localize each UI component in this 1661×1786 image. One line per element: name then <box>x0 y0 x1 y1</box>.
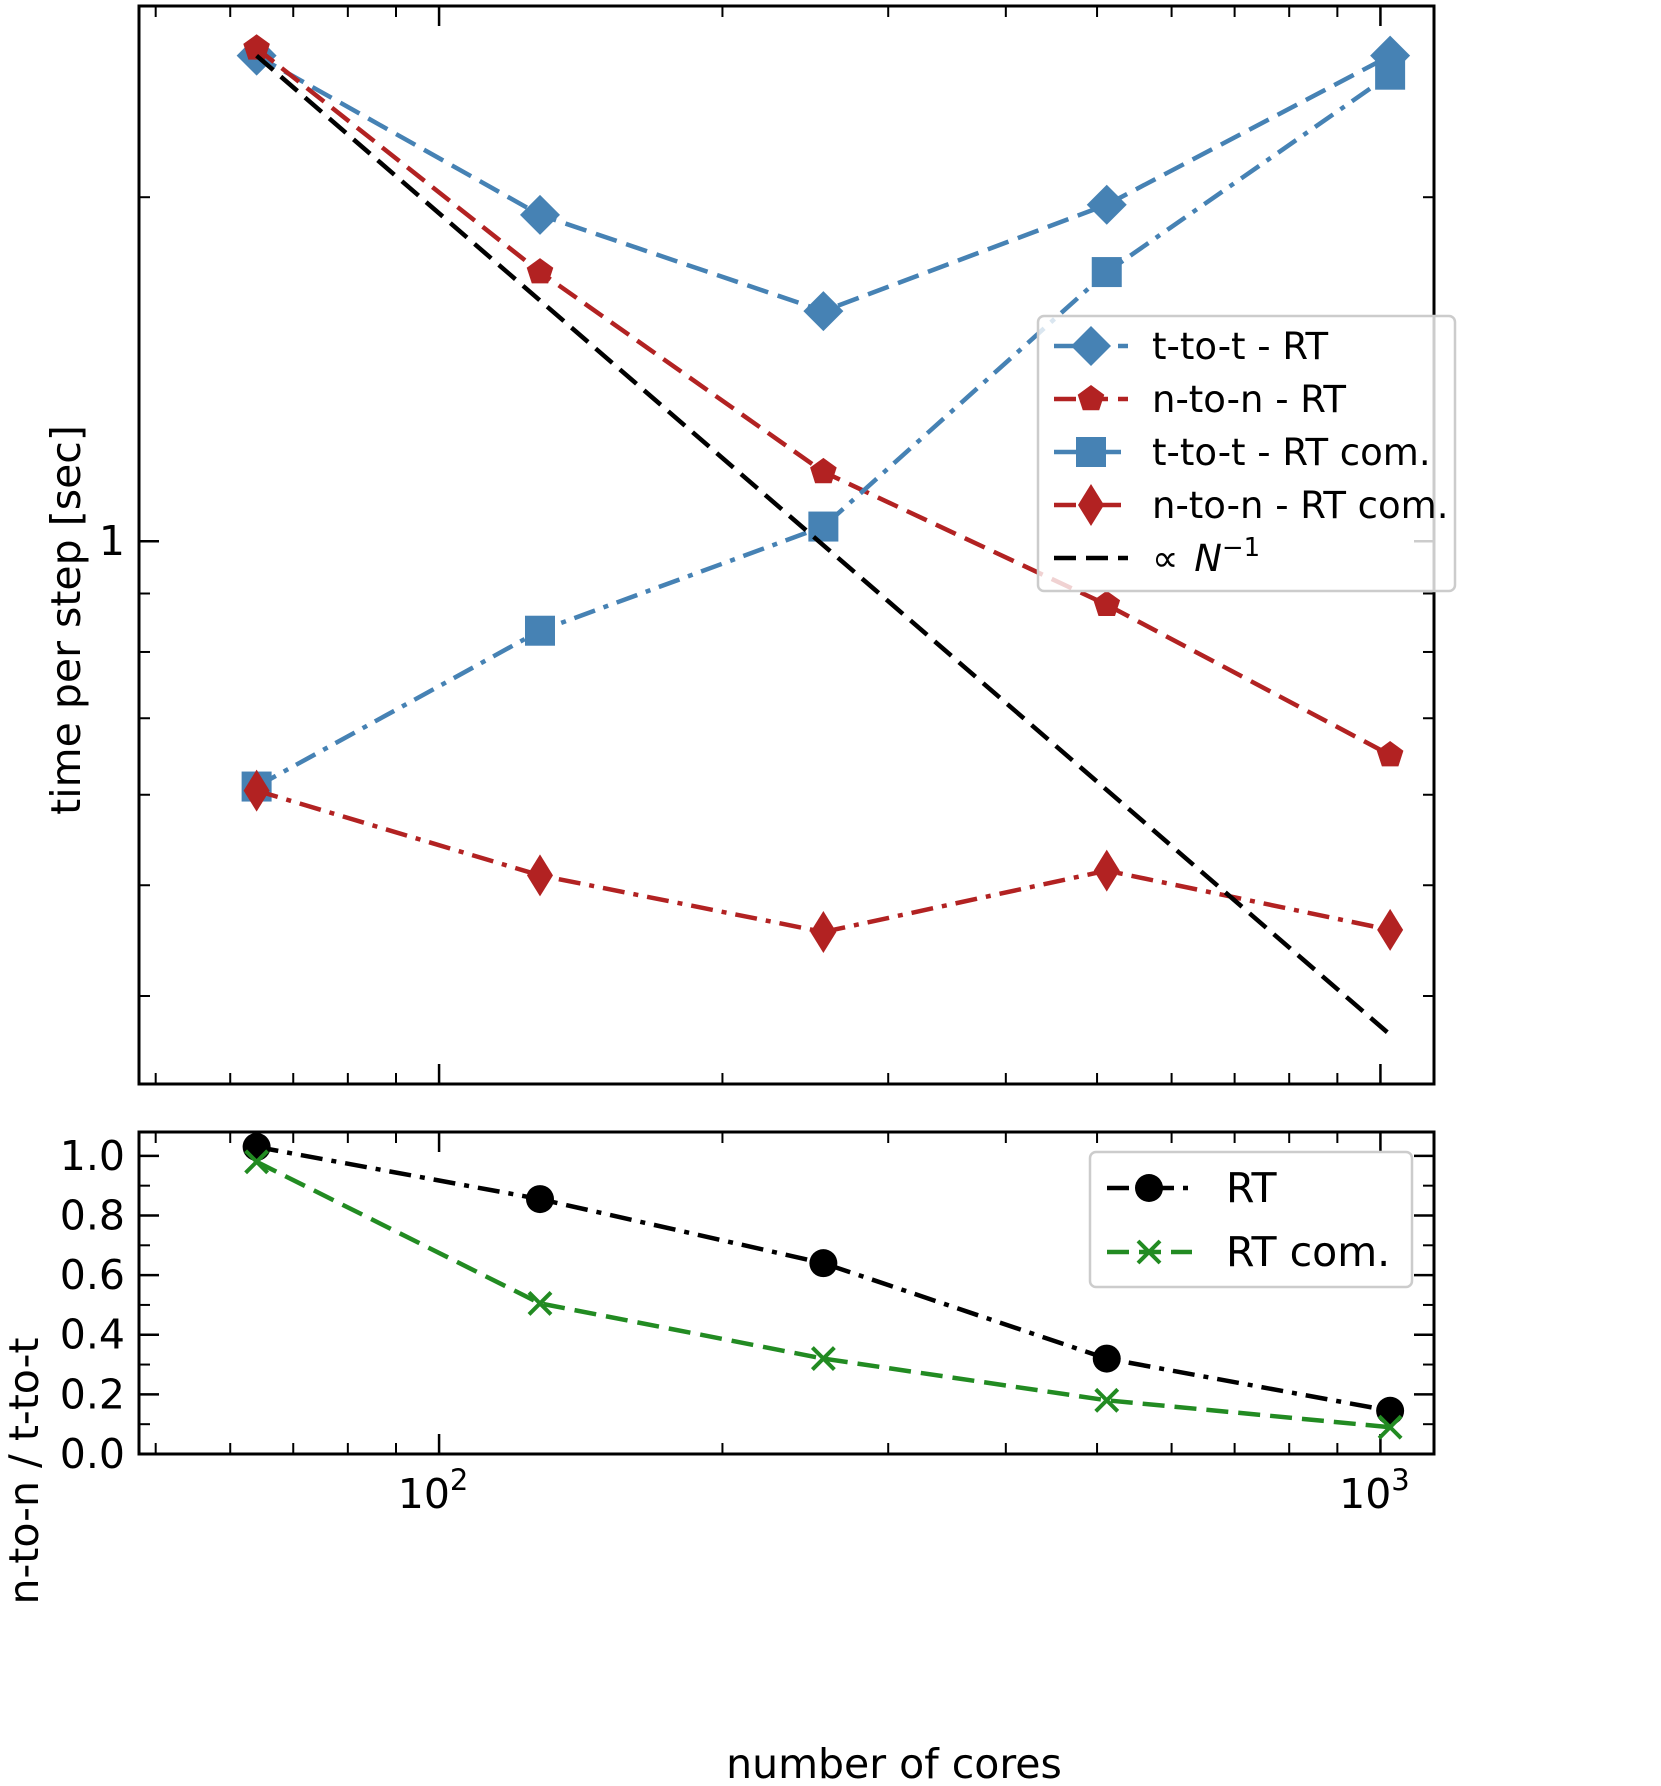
bottom-x-tick-label: 102 <box>398 1463 469 1518</box>
bottom-y-tick-label: 0.8 <box>60 1191 125 1239</box>
bottom-series-line-rt-com <box>255 1159 1391 1430</box>
bottom-data-point-rt <box>1376 1396 1405 1425</box>
top-legend-marker <box>1077 385 1105 411</box>
top-data-point-n-to-n-rt <box>243 34 270 60</box>
bottom-x-tick-base: 10 <box>398 1470 450 1518</box>
legend-prefix: ∝ <box>1152 537 1190 580</box>
bottom-legend-label: RT <box>1226 1164 1278 1212</box>
bottom-data-point-rt <box>1092 1344 1121 1373</box>
top-data-point-n-to-n-rt <box>1376 741 1404 767</box>
legend-var: N <box>1194 537 1222 580</box>
bottom-x-tick-base: 10 <box>1339 1470 1391 1518</box>
bottom-legend-marker <box>1136 1239 1162 1265</box>
top-data-point-t-to-t-rt <box>803 291 844 332</box>
bottom-y-tick-label: 0.4 <box>60 1311 125 1359</box>
bottom-x-ticks <box>154 1132 1382 1454</box>
top-data-point-n-to-n-rt-com <box>243 769 270 812</box>
top-series-line-t-to-t-rt <box>255 53 1392 314</box>
top-data-point-t-to-t-rt-com <box>1375 59 1406 90</box>
bottom-data-point-rt-com <box>810 1346 836 1372</box>
top-x-ticks <box>154 6 1382 1084</box>
top-legend: t-to-t - RT n-to-n - RT t-to-t - RT com. n-… <box>1036 314 1457 593</box>
bottom-y-tick-label: 0.6 <box>60 1251 125 1299</box>
top-series-line-t-to-t-rt-com <box>255 72 1392 789</box>
top-y-tick-label: 1 <box>99 517 125 565</box>
top-legend-label: t-to-t - RT <box>1152 325 1328 368</box>
bottom-data-point-rt-com <box>1094 1387 1120 1413</box>
top-y-ticks <box>139 196 1434 997</box>
top-data-point-n-to-n-rt-com <box>526 854 553 897</box>
bottom-data-point-rt-com <box>1377 1414 1403 1440</box>
top-series-line-n-to-n-rt-com <box>255 788 1391 935</box>
top-legend-label: n-to-n - RT com. <box>1152 484 1448 527</box>
top-series <box>236 34 1411 1037</box>
x-axis-label: number of cores <box>726 1740 1062 1786</box>
top-legend-marker <box>1076 437 1106 467</box>
legend-sup: −1 <box>1222 533 1260 563</box>
top-legend-label: t-to-t - RT com. <box>1152 431 1431 474</box>
bottom-y-axis-label: n-to-n / t-to-t <box>0 1337 48 1604</box>
bottom-y-tick-label: 0.0 <box>60 1430 125 1478</box>
bottom-series <box>242 1132 1405 1440</box>
top-data-point-n-to-n-rt-com <box>1377 908 1404 951</box>
bottom-legend: RT RT com. <box>1088 1150 1414 1289</box>
top-data-point-t-to-t-rt-com <box>808 511 839 542</box>
top-legend-label: n-to-n - RT <box>1152 378 1346 421</box>
bottom-series-line-rt <box>256 1144 1391 1414</box>
top-data-point-t-to-t-rt <box>519 194 560 235</box>
bottom-legend-label: RT com. <box>1226 1228 1390 1276</box>
bottom-data-point-rt-com <box>244 1149 270 1175</box>
top-panel: 1 t-to-t - RT n-to-n - RT t-to-t - RT com. n… <box>99 4 1457 1086</box>
bottom-legend-marker <box>1135 1174 1163 1202</box>
bottom-x-tick-exp: 3 <box>1391 1463 1409 1497</box>
bottom-y-tick-label: 1.0 <box>60 1132 125 1180</box>
bottom-x-tick-label: 103 <box>1339 1463 1410 1518</box>
top-legend-marker <box>1078 484 1104 526</box>
bottom-y-tick-label: 0.2 <box>60 1370 125 1418</box>
top-series-line-n <box>255 53 1392 1037</box>
bottom-data-point-rt <box>242 1132 271 1161</box>
top-data-point-n-to-n-rt <box>526 258 554 284</box>
top-y-axis-label: time per step [sec] <box>42 425 90 815</box>
top-data-point-t-to-t-rt <box>1086 184 1127 225</box>
bottom-x-tick-exp: 2 <box>450 1463 468 1497</box>
top-data-point-n-to-n-rt-com <box>810 911 837 954</box>
bottom-data-point-rt <box>809 1249 838 1278</box>
top-data-point-n-to-n-rt <box>810 457 837 484</box>
top-data-point-t-to-t-rt-com <box>1091 257 1122 288</box>
top-legend-box <box>1036 314 1457 593</box>
bottom-data-point-rt <box>525 1185 554 1214</box>
top-legend-label: ∝ N−1 <box>1152 533 1260 580</box>
bottom-data-point-rt-com <box>527 1291 553 1316</box>
top-data-point-n-to-n-rt-com <box>1093 849 1120 892</box>
top-data-point-t-to-t-rt-com <box>524 615 555 646</box>
bottom-plot-frame <box>137 1130 1436 1456</box>
top-data-point-n-to-n-rt <box>1093 590 1121 616</box>
top-legend-marker <box>1071 326 1111 366</box>
